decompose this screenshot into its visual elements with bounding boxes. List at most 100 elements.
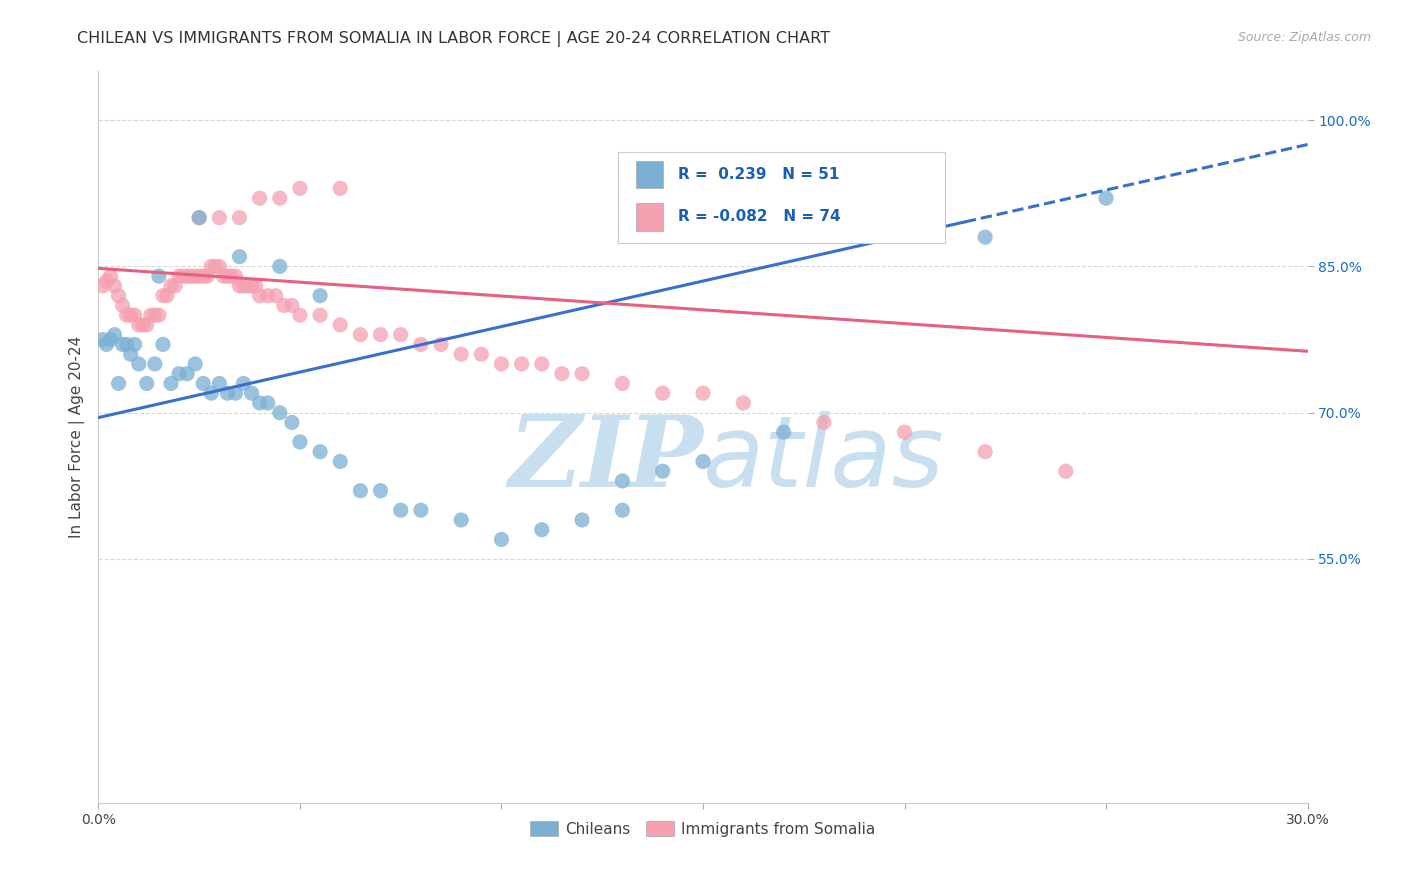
Point	[281, 298, 304, 312]
Point	[232, 279, 254, 293]
Point	[208, 376, 231, 391]
Text: CHILEAN VS IMMIGRANTS FROM SOMALIA IN LABOR FORCE | AGE 20-24 CORRELATION CHART: CHILEAN VS IMMIGRANTS FROM SOMALIA IN LA…	[77, 31, 831, 47]
Point	[430, 337, 453, 351]
Point	[651, 386, 673, 401]
Point	[163, 279, 186, 293]
Point	[224, 269, 246, 284]
Point	[228, 211, 250, 225]
Bar	[637, 203, 664, 231]
Point	[152, 288, 174, 302]
Point	[124, 308, 146, 322]
Point	[221, 269, 243, 284]
Point	[692, 454, 714, 468]
Point	[269, 260, 291, 274]
Point	[204, 260, 226, 274]
Point	[974, 230, 997, 244]
Point	[115, 337, 138, 351]
Y-axis label: In Labor Force | Age 20-24: In Labor Force | Age 20-24	[69, 336, 84, 538]
Point	[309, 444, 332, 458]
Point	[120, 347, 142, 361]
Point	[612, 376, 634, 391]
Point	[893, 425, 915, 440]
Point	[571, 513, 593, 527]
Point	[329, 454, 352, 468]
Point	[329, 318, 352, 332]
Point	[96, 274, 118, 288]
Point	[651, 464, 673, 478]
Point	[612, 474, 634, 488]
Point	[107, 288, 129, 302]
Point	[128, 318, 150, 332]
Point	[288, 434, 311, 449]
Point	[217, 386, 239, 401]
Point	[273, 298, 295, 312]
Point	[143, 308, 166, 322]
Point	[389, 327, 412, 342]
Point	[470, 347, 492, 361]
Point	[167, 367, 190, 381]
Point	[188, 211, 211, 225]
Point	[491, 533, 513, 547]
Point	[281, 416, 304, 430]
Point	[103, 327, 125, 342]
Point	[176, 367, 198, 381]
Text: atlas: atlas	[703, 410, 945, 508]
Text: ZIP: ZIP	[508, 411, 703, 508]
Point	[111, 337, 134, 351]
Point	[813, 416, 835, 430]
Point	[200, 260, 222, 274]
Point	[200, 386, 222, 401]
Point	[143, 357, 166, 371]
Point	[139, 308, 162, 322]
Point	[208, 211, 231, 225]
Point	[184, 269, 207, 284]
Point	[115, 308, 138, 322]
Point	[152, 337, 174, 351]
Legend: Chileans, Immigrants from Somalia: Chileans, Immigrants from Somalia	[524, 814, 882, 843]
Point	[107, 376, 129, 391]
Point	[772, 425, 794, 440]
Point	[1054, 464, 1077, 478]
Point	[195, 269, 218, 284]
Point	[249, 396, 271, 410]
Point	[256, 396, 278, 410]
Point	[612, 503, 634, 517]
Point	[176, 269, 198, 284]
Point	[103, 279, 125, 293]
Point	[184, 357, 207, 371]
Point	[240, 279, 263, 293]
Point	[240, 386, 263, 401]
Point	[249, 191, 271, 205]
Point	[409, 337, 432, 351]
Point	[450, 513, 472, 527]
Point	[91, 333, 114, 347]
Point	[148, 269, 170, 284]
Point	[232, 376, 254, 391]
Point	[167, 269, 190, 284]
Point	[530, 357, 553, 371]
Point	[269, 406, 291, 420]
Point	[245, 279, 267, 293]
Point	[389, 503, 412, 517]
Point	[217, 269, 239, 284]
Point	[1095, 191, 1118, 205]
Point	[224, 386, 246, 401]
Point	[135, 318, 157, 332]
Point	[288, 308, 311, 322]
Point	[156, 288, 179, 302]
Point	[180, 269, 202, 284]
Point	[269, 191, 291, 205]
Point	[135, 376, 157, 391]
Point	[96, 337, 118, 351]
Point	[91, 279, 114, 293]
Point	[288, 181, 311, 195]
Point	[510, 357, 533, 371]
Point	[160, 376, 183, 391]
Point	[128, 357, 150, 371]
Point	[370, 327, 392, 342]
Point	[733, 396, 755, 410]
Point	[236, 279, 259, 293]
Point	[309, 308, 332, 322]
Point	[249, 288, 271, 302]
Point	[329, 181, 352, 195]
